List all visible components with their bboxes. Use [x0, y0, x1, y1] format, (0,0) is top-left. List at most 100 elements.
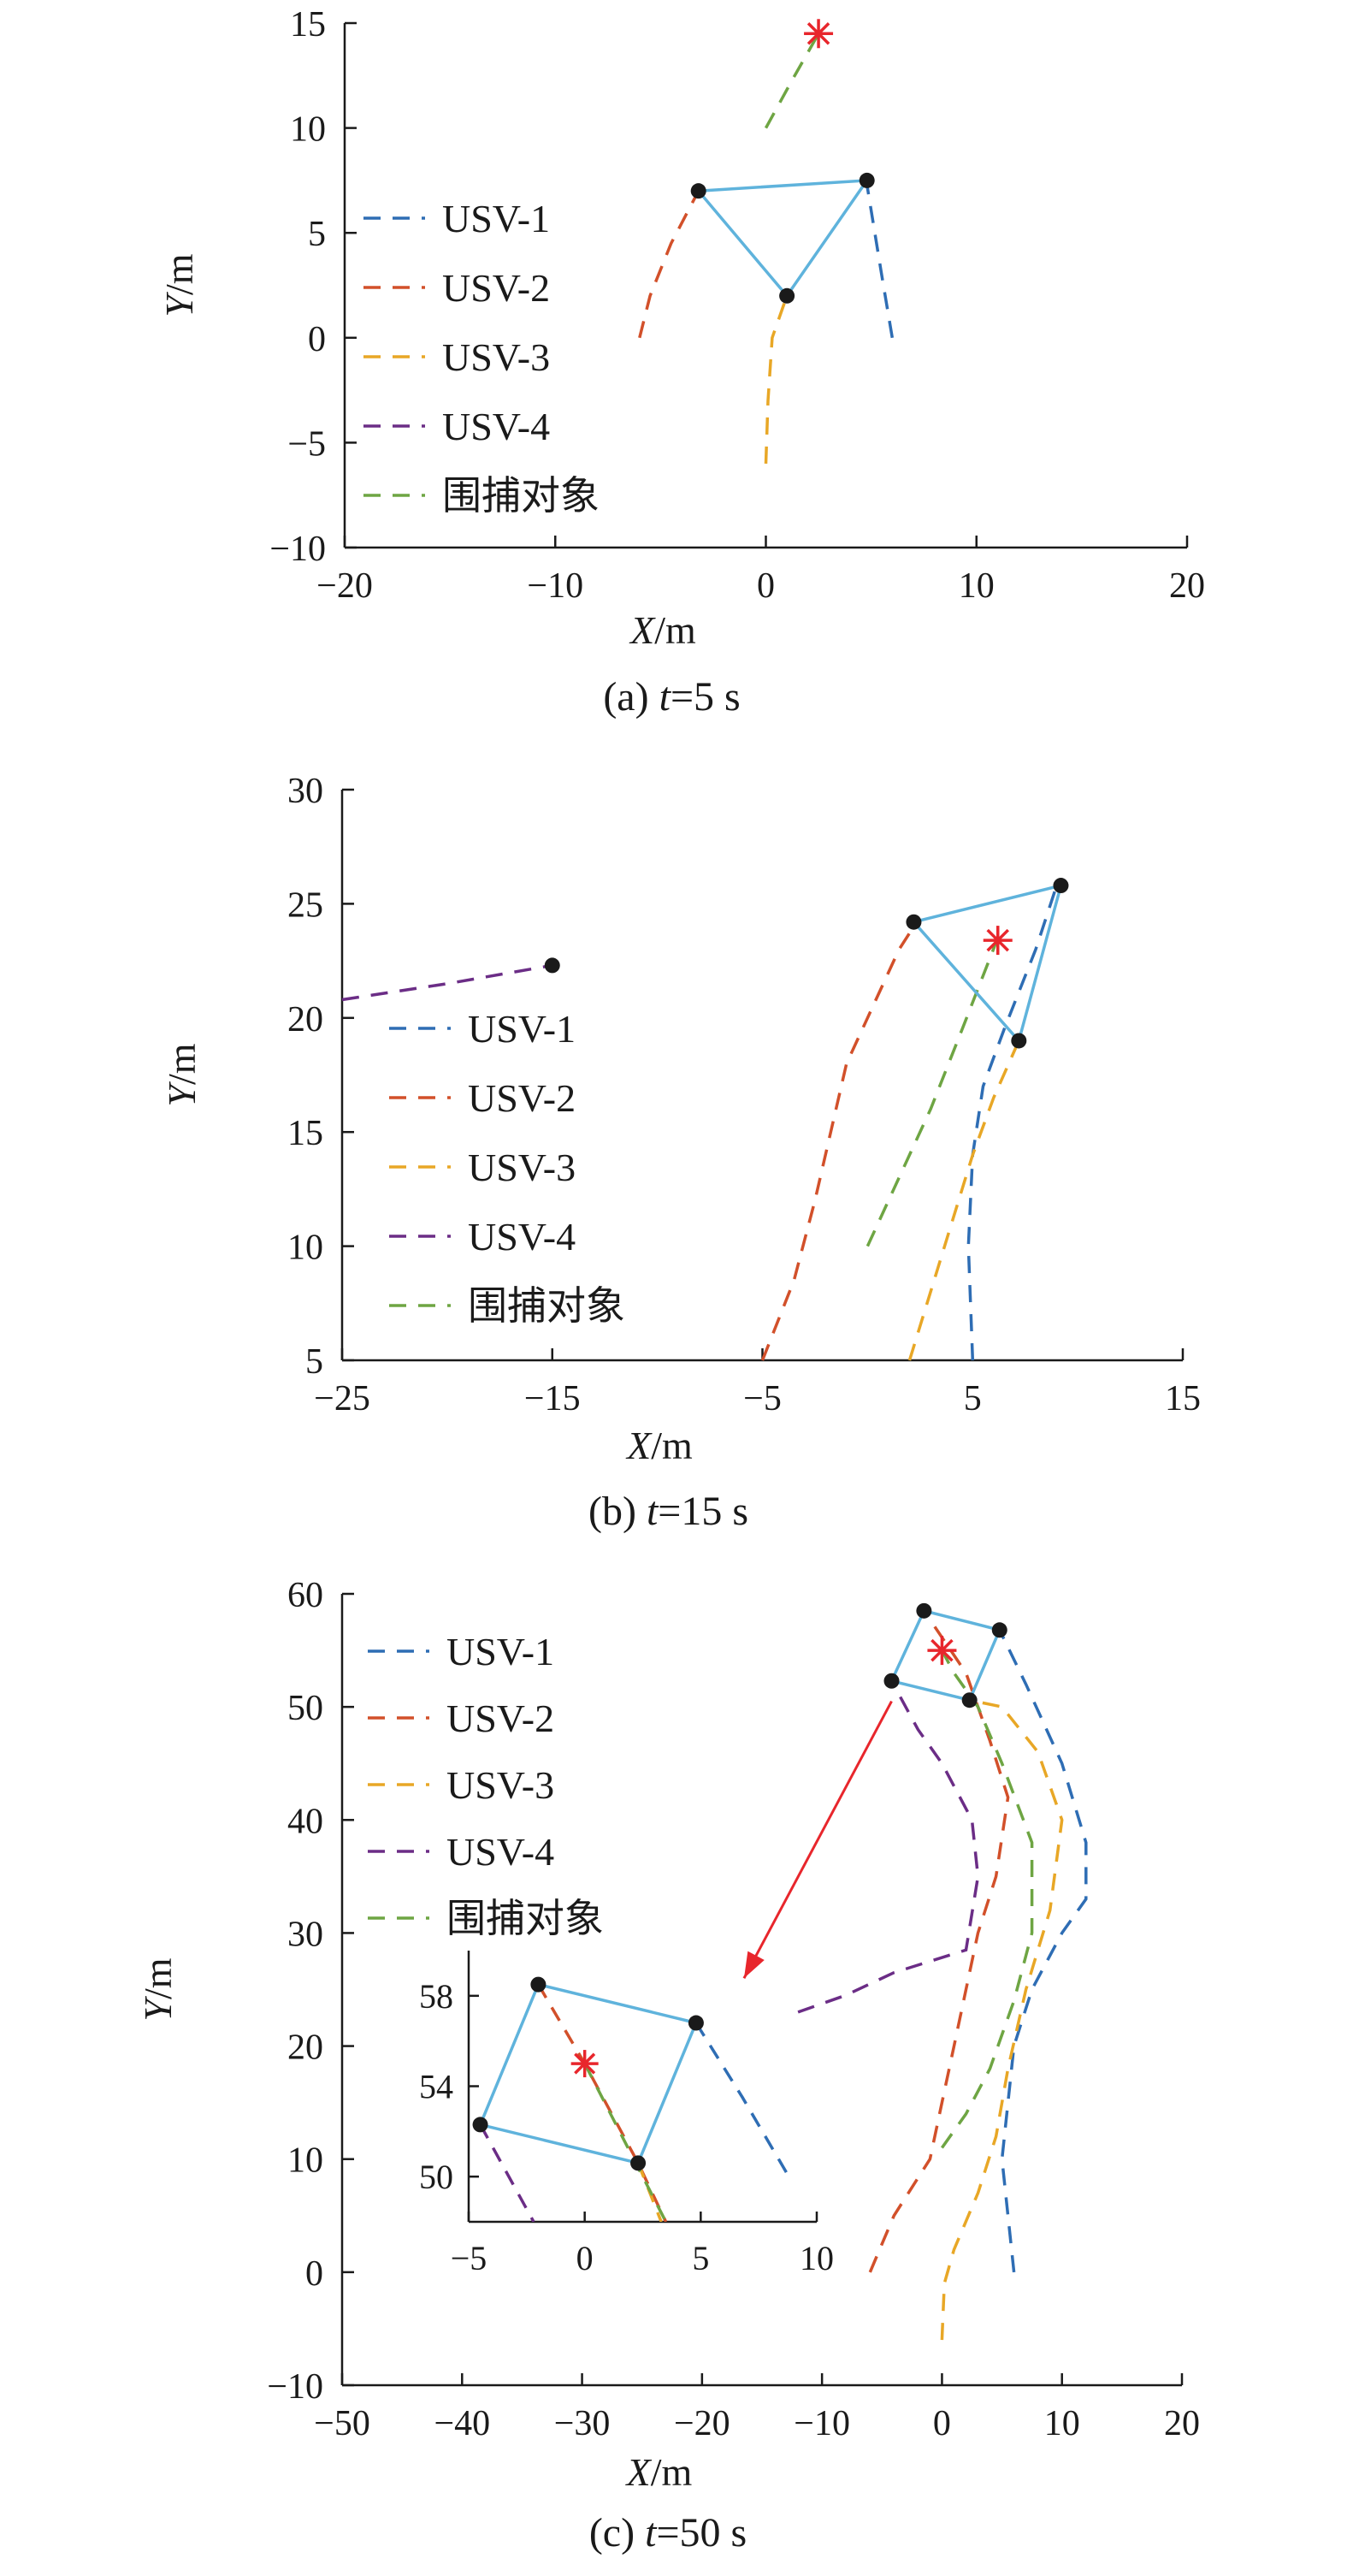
- x-tick-label: −5: [743, 1379, 782, 1418]
- panel-caption: (b) t=15 s: [588, 1489, 748, 1534]
- formation-polygon: [911, 883, 1063, 1045]
- y-tick-label: 40: [287, 1802, 323, 1841]
- panel-caption: (c) t=50 s: [589, 2510, 747, 2555]
- x-tick-label: 20: [1169, 566, 1205, 606]
- x-tick-label: −50: [314, 2404, 370, 2443]
- inset-formation-polygon: [478, 1982, 699, 2165]
- inset-x-tick-label: 0: [576, 2239, 594, 2277]
- y-tick-label: −10: [267, 2367, 323, 2407]
- inset-trajectory: [479, 2123, 535, 2222]
- inset-plot-area: [479, 1983, 790, 2222]
- inset-y-tick-label: 58: [419, 1977, 453, 2016]
- y-tick-label: 60: [287, 1576, 323, 1615]
- y-tick-label: 10: [287, 1229, 323, 1268]
- chart-panel-b: −25 −15 −5 5 15 5 10 15 20 25 30 X/m Y/m (b) t=15 s US…: [160, 772, 1201, 1534]
- y-tick-label: 0: [308, 320, 326, 359]
- legend-entry: USV-2: [446, 1697, 554, 1740]
- trajectory-target: [764, 33, 820, 129]
- usv-marker: [906, 914, 922, 930]
- y-tick-label: 30: [287, 772, 323, 811]
- y-tick-label: 25: [287, 885, 323, 925]
- target-star-icon: [804, 19, 834, 49]
- y-tick-label: 15: [290, 5, 326, 44]
- legend-entry: USV-2: [442, 266, 550, 310]
- inset-y-tick-label: 50: [419, 2158, 453, 2196]
- usv-marker: [690, 183, 706, 199]
- x-tick-label: 15: [1165, 1379, 1201, 1418]
- y-axis-label: Y/m: [136, 1957, 180, 2021]
- usv-marker: [991, 1622, 1007, 1638]
- usv-marker: [883, 1673, 900, 1689]
- inset-x-tick-label: 5: [692, 2239, 709, 2277]
- inset-x-tick-label: 10: [800, 2239, 834, 2277]
- x-axis-label: X/m: [625, 2450, 693, 2494]
- x-tick-label: −25: [314, 1379, 370, 1418]
- legend-entry: USV-3: [468, 1146, 576, 1189]
- inset-usv-marker: [688, 2015, 704, 2031]
- target-star-icon: [983, 926, 1013, 956]
- inset-trajectory: [694, 2022, 790, 2178]
- x-tick-label: −15: [524, 1379, 581, 1418]
- legend-entry: USV-4: [446, 1830, 554, 1874]
- panel-caption: (a) t=5 s: [603, 674, 740, 720]
- trajectory-target: [940, 1649, 1034, 2149]
- legend-entry: 围捕对象: [446, 1897, 604, 1940]
- trajectory-usv-3: [940, 1698, 1064, 2341]
- x-axis-label: X/m: [625, 1424, 693, 1467]
- chart-panel-c: −50 −40 −30 −20 −10 0 10 20−100102030405060X/mY…: [136, 1576, 1200, 2555]
- usv-marker: [916, 1602, 932, 1619]
- target-star-icon: [570, 2050, 599, 2078]
- usv-marker: [859, 172, 875, 188]
- inset-trajectory: [583, 2063, 668, 2222]
- usv-marker: [544, 957, 560, 974]
- y-tick-label: 20: [287, 1000, 323, 1039]
- legend-entry: USV-1: [446, 1630, 554, 1673]
- y-tick-label: 30: [287, 1915, 323, 1954]
- inset-usv-marker: [472, 2117, 488, 2133]
- x-tick-label: 10: [1044, 2404, 1080, 2443]
- formation-polygon: [695, 178, 871, 299]
- y-axis-label: Y/m: [160, 1043, 204, 1106]
- trajectory-usv-2: [868, 1609, 1010, 2273]
- inset-usv-marker: [630, 2155, 647, 2171]
- x-tick-label: 20: [1164, 2404, 1200, 2443]
- legend-entry: 围捕对象: [468, 1284, 625, 1328]
- legend-entry: USV-4: [468, 1215, 576, 1258]
- legend-entry: USV-2: [468, 1076, 576, 1120]
- y-tick-label: 20: [287, 2028, 323, 2068]
- usv-marker: [1053, 878, 1069, 894]
- trajectory-usv-3: [764, 295, 789, 464]
- trajectory-usv-1: [966, 885, 1059, 1361]
- y-tick-label: 10: [290, 110, 326, 150]
- zoom-arrow: [742, 1700, 893, 1979]
- target-star-icon: [927, 1636, 957, 1666]
- x-tick-label: −20: [316, 566, 373, 606]
- trajectory-usv-4: [341, 963, 553, 1002]
- usv-marker: [961, 1692, 978, 1708]
- x-tick-label: −10: [794, 2404, 850, 2443]
- trajectory-target: [866, 937, 1000, 1247]
- y-tick-label: 0: [305, 2254, 323, 2294]
- legend-entry: USV-1: [468, 1007, 576, 1051]
- y-tick-label: 5: [305, 1342, 323, 1382]
- trajectory-usv-2: [638, 190, 700, 339]
- y-tick-label: 50: [287, 1689, 323, 1728]
- inset-y-tick-label: 54: [419, 2068, 453, 2106]
- inset-usv-marker: [530, 1976, 546, 1993]
- usv-marker: [1011, 1033, 1027, 1049]
- x-tick-label: −20: [674, 2404, 730, 2443]
- trajectory-usv-4: [797, 1679, 980, 2014]
- x-tick-label: −30: [554, 2404, 611, 2443]
- y-tick-label: −5: [287, 424, 326, 464]
- y-tick-label: 5: [308, 215, 326, 254]
- x-tick-label: 10: [959, 566, 995, 606]
- legend-entry: USV-3: [446, 1763, 554, 1807]
- y-tick-label: 10: [287, 2141, 323, 2181]
- x-tick-label: 0: [757, 566, 775, 606]
- trajectory-usv-1: [865, 184, 895, 339]
- x-tick-label: −10: [527, 566, 583, 606]
- trajectory-usv-3: [907, 1039, 1020, 1361]
- legend-entry: USV-1: [442, 197, 550, 240]
